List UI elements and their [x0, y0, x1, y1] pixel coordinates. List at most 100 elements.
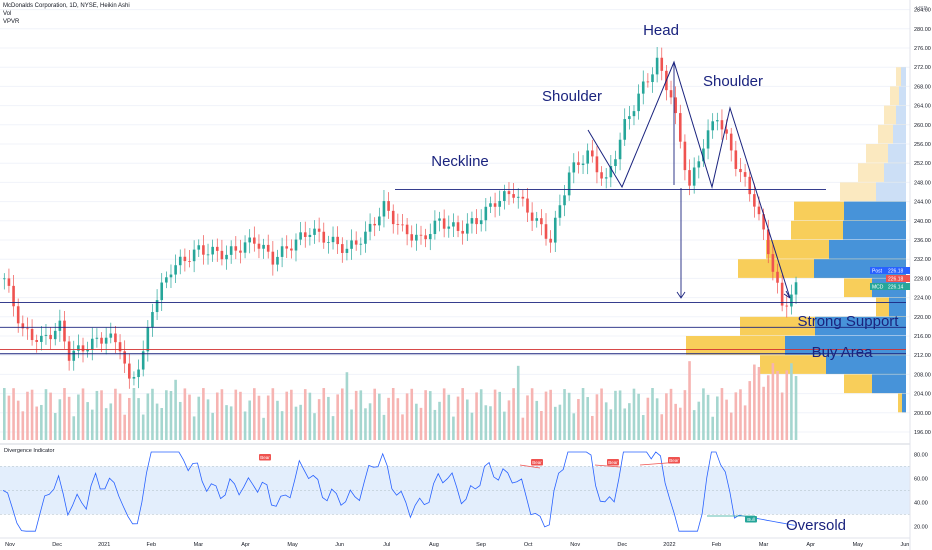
volume-bar	[591, 415, 594, 440]
time-tick-label: Mar	[759, 542, 769, 548]
symbol-title[interactable]: McDonalds Corporation, 1D, NYSE, Heikin …	[3, 3, 130, 9]
vpvr-legend[interactable]: VPVR	[3, 19, 20, 25]
candle	[447, 226, 451, 229]
volume-bar	[503, 411, 506, 440]
volume-bar	[683, 390, 687, 440]
volume-bar	[530, 388, 534, 440]
candle	[229, 246, 233, 255]
volume-bar	[178, 401, 182, 440]
volume-bar	[206, 399, 210, 440]
candle	[243, 242, 247, 253]
candle	[151, 312, 154, 328]
candle	[340, 244, 344, 253]
volume-bar	[21, 411, 25, 440]
volume-profile-row-up	[815, 316, 906, 336]
volume-profile-row-up	[888, 144, 906, 163]
volume-bar	[220, 389, 224, 440]
candle	[257, 243, 261, 249]
volume-bar	[354, 390, 358, 440]
candle	[623, 119, 627, 140]
volume-bar	[678, 407, 682, 440]
volume-bar	[303, 389, 307, 440]
candle	[373, 223, 376, 226]
candle	[660, 57, 664, 71]
candle	[197, 245, 201, 250]
candle	[479, 220, 483, 225]
volume-bar	[563, 389, 566, 440]
candle	[438, 218, 441, 221]
volume-bar	[665, 393, 668, 440]
volume-bar	[526, 395, 529, 440]
volume-bar	[317, 399, 321, 440]
candle	[498, 200, 502, 207]
volume-bar	[280, 411, 284, 440]
volume-bar	[604, 402, 608, 440]
candle	[697, 161, 701, 168]
candle	[58, 320, 62, 331]
time-tick-label: Jul	[383, 542, 390, 548]
volume-bar	[340, 388, 344, 440]
candle	[558, 205, 562, 218]
right-shoulder-label: Shoulder	[703, 73, 763, 90]
candle	[466, 223, 469, 234]
candle	[456, 222, 460, 231]
candle	[785, 305, 789, 307]
candle	[415, 234, 418, 241]
price-tag-name-bg	[870, 283, 886, 290]
volume-bar	[456, 396, 460, 440]
volume-bar	[373, 388, 376, 440]
volume-bar	[794, 376, 798, 440]
volume-bar	[614, 390, 617, 440]
time-tick-label: Apr	[806, 542, 815, 548]
volume-bar	[424, 390, 427, 440]
candle	[155, 300, 159, 313]
candle	[35, 340, 39, 342]
price-tick-label: 248.00	[914, 180, 931, 186]
volume-bar	[780, 392, 784, 440]
volume-bar	[174, 379, 177, 440]
candle	[248, 237, 251, 243]
volume-bar	[322, 388, 326, 440]
volume-bar	[155, 403, 159, 440]
candle	[702, 148, 705, 162]
volume-histogram	[3, 361, 798, 440]
signal-badge	[607, 459, 619, 466]
volume-bar	[160, 408, 164, 440]
volume-bar	[391, 388, 395, 440]
volume-bar	[114, 388, 117, 440]
volume-bar	[137, 398, 140, 440]
candle	[169, 274, 173, 278]
volume-bar	[655, 398, 659, 440]
volume-bar	[405, 393, 409, 440]
volume-bar	[540, 411, 543, 440]
candle	[317, 228, 321, 232]
volume-bar	[67, 396, 71, 440]
volume-bar	[239, 391, 242, 440]
volume-bar	[276, 400, 279, 440]
bear-divergence-line	[594, 464, 621, 468]
volume-bar	[234, 389, 238, 440]
candle	[276, 256, 279, 265]
price-tick-label: 264.00	[914, 104, 931, 110]
volume-bar	[16, 400, 20, 440]
signal-badge	[259, 454, 271, 461]
candle	[3, 278, 6, 280]
left-shoulder-label: Shoulder	[542, 88, 602, 105]
neckline-label: Neckline	[431, 153, 489, 170]
candle	[368, 223, 372, 232]
candle	[507, 191, 511, 195]
pattern-polyline	[587, 60, 791, 299]
volume-bar	[169, 391, 173, 440]
candle	[549, 238, 552, 243]
volume-bar	[600, 388, 603, 440]
volume-legend[interactable]: Vol	[3, 11, 12, 17]
volume-bar	[132, 388, 136, 440]
candle	[183, 256, 187, 262]
candle	[211, 246, 214, 255]
volume-bar	[595, 394, 599, 440]
volume-bar	[475, 392, 478, 440]
volume-bar	[748, 381, 752, 440]
volume-bar	[609, 409, 613, 440]
volume-bar	[706, 394, 710, 440]
